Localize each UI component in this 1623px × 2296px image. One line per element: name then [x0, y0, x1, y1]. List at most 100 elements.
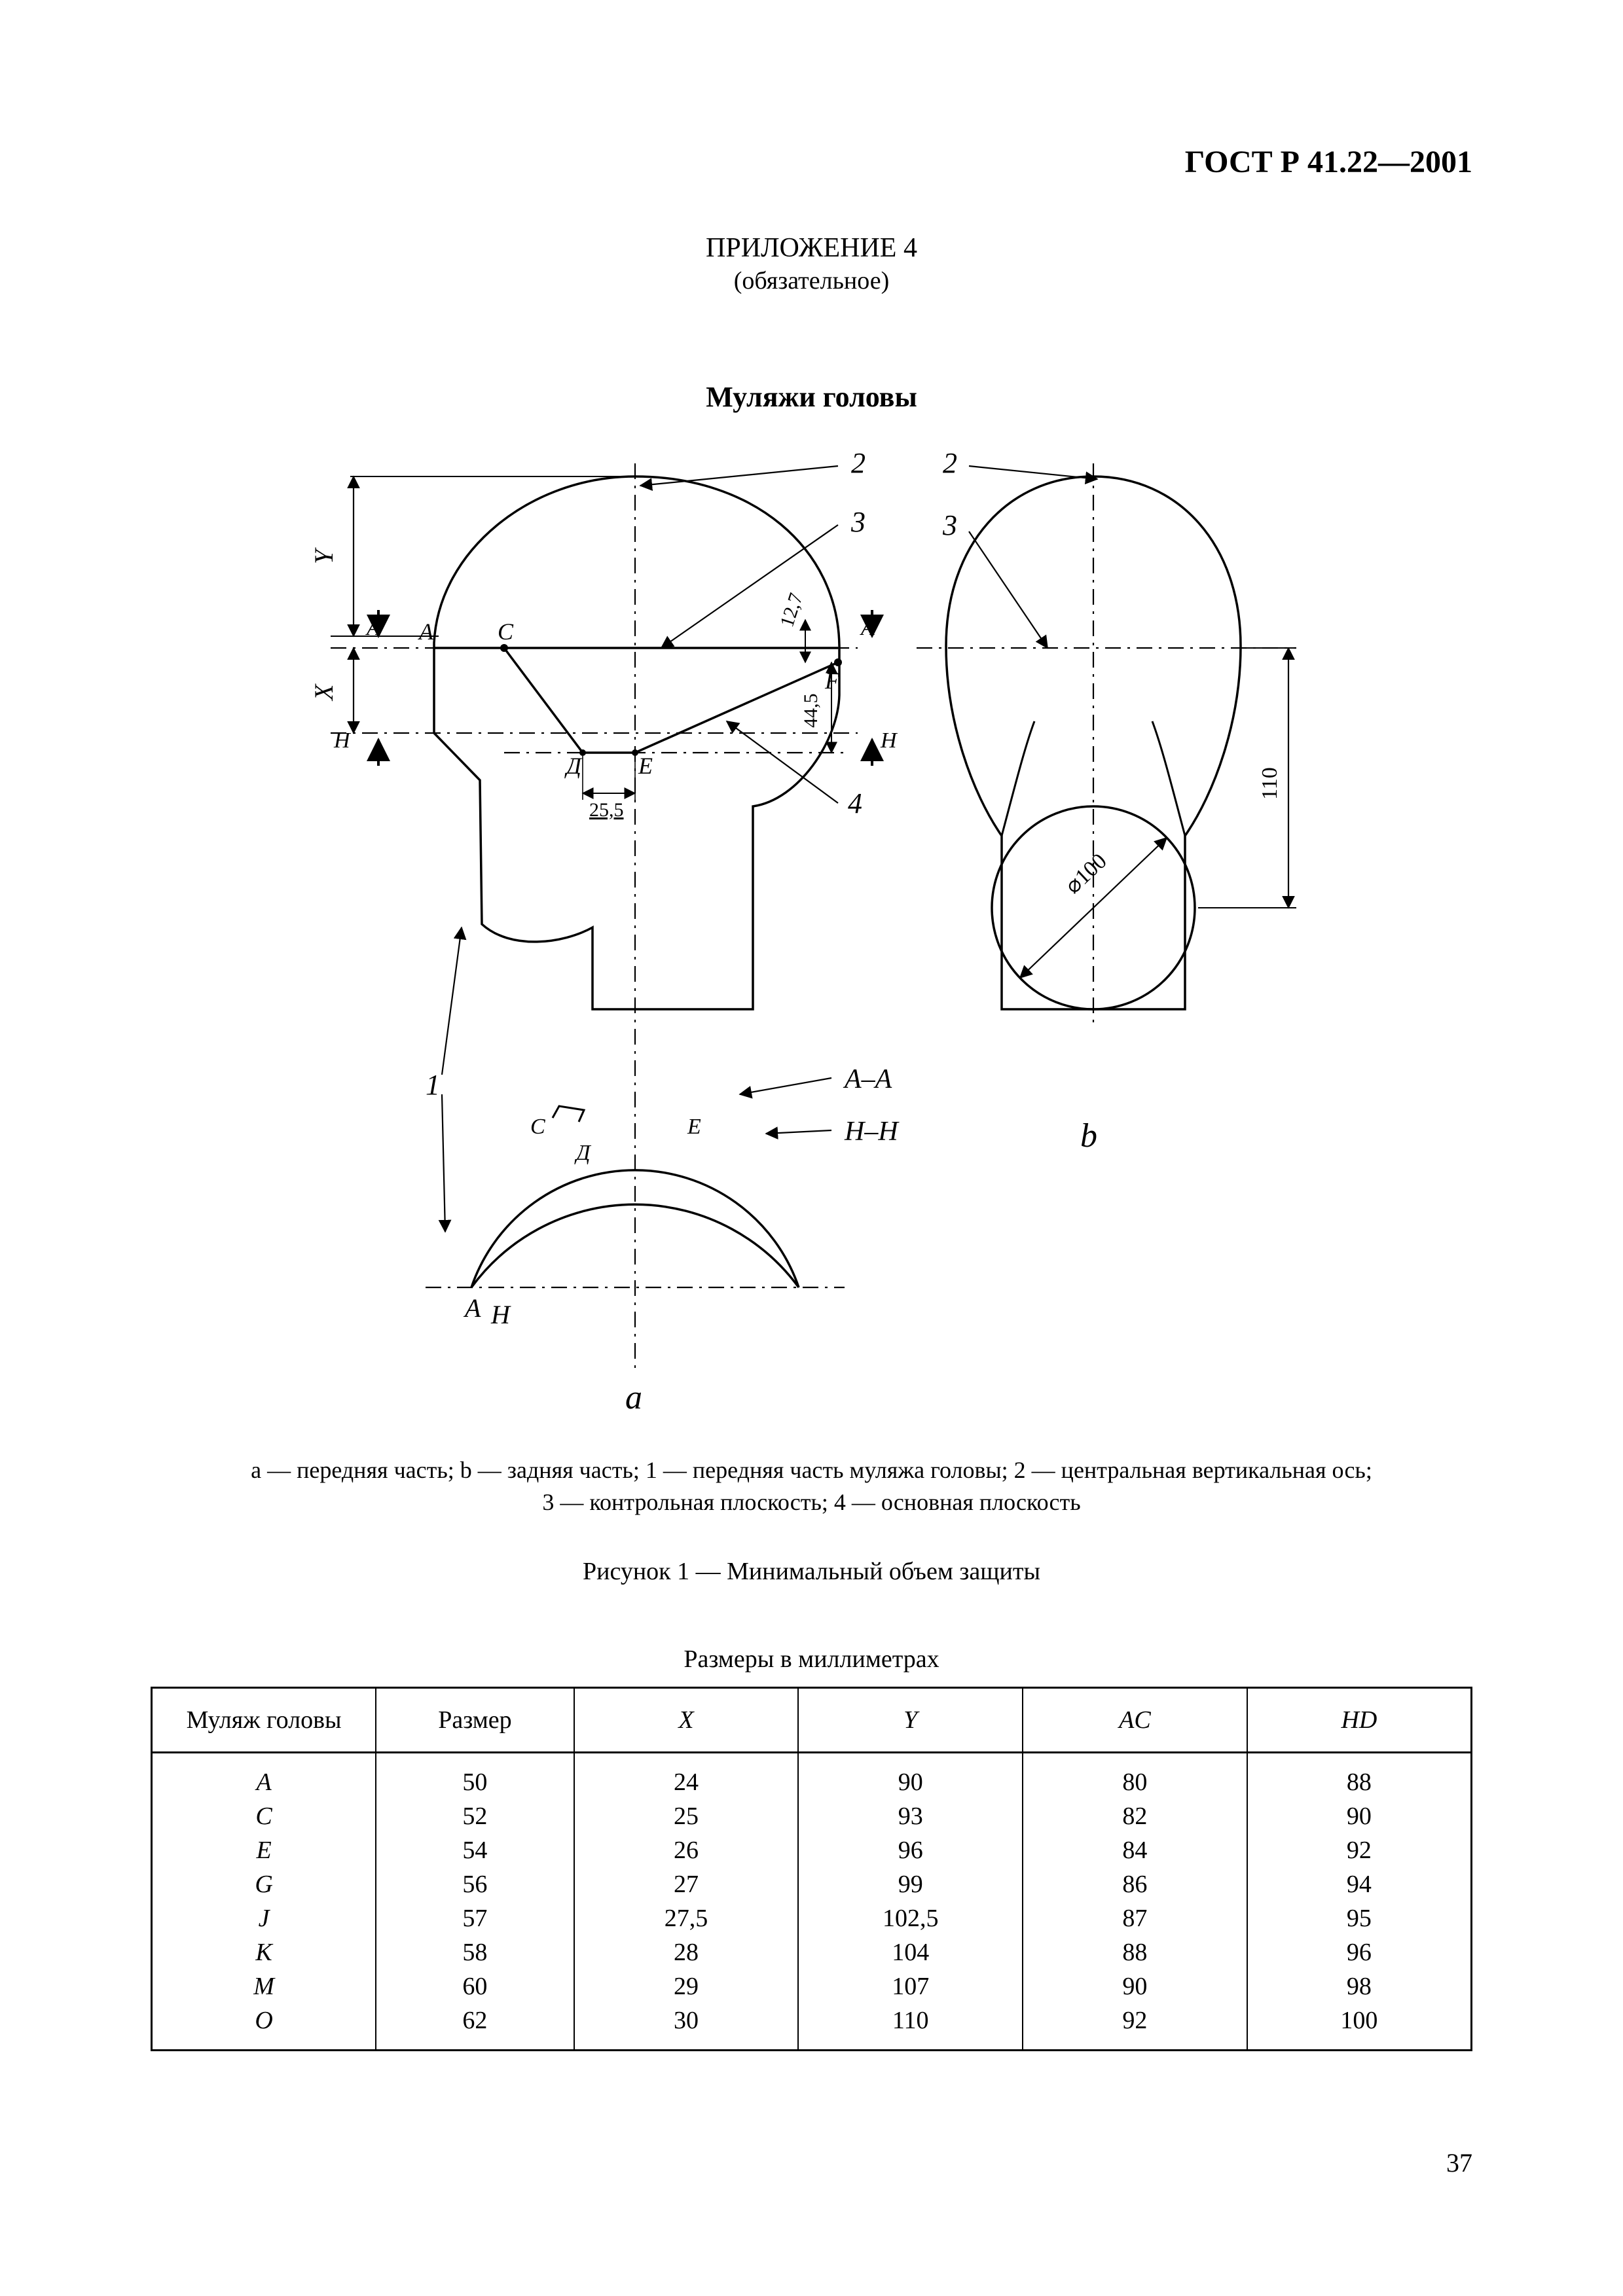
section-title: Муляжи головы	[151, 380, 1472, 414]
table-cell: 26	[574, 1833, 799, 1867]
callout-2b: 2	[943, 447, 957, 479]
table-row: E5426968492	[152, 1833, 1472, 1867]
table-cell: 25	[574, 1799, 799, 1833]
dim-110: 110	[1258, 767, 1282, 800]
table-cell: 56	[376, 1867, 574, 1901]
dim-X: X	[309, 683, 338, 702]
table-row: K58281048896	[152, 1935, 1472, 1969]
arc-E: E	[687, 1115, 701, 1139]
table-cell: 87	[1023, 1901, 1247, 1935]
table-cell: 88	[1023, 1935, 1247, 1969]
table-cell: 86	[1023, 1867, 1247, 1901]
callout-3a: 3	[850, 506, 866, 538]
view-a-label: a	[625, 1379, 642, 1416]
callout-2a: 2	[851, 447, 866, 479]
table-cell: 27,5	[574, 1901, 799, 1935]
table-cell: K	[152, 1935, 376, 1969]
table-cell: 102,5	[798, 1901, 1023, 1935]
table-cell: 29	[574, 1969, 799, 2003]
dim-12-7: 12,7	[776, 590, 807, 630]
table-cell: 88	[1247, 1753, 1472, 1800]
head-form-diagram: A C Д E F 2 3 4 1 Y	[268, 440, 1355, 1435]
dim-phi100: ⌀100	[1061, 849, 1112, 899]
column-header: HD	[1247, 1688, 1472, 1753]
label-D: Д	[564, 753, 583, 779]
table-row: G5627998694	[152, 1867, 1472, 1901]
table-heading: Размеры в миллиметрах	[151, 1645, 1472, 1674]
table-cell: 110	[798, 2003, 1023, 2051]
dimensions-table: Муляж головыРазмерXYACHD A5024908088C522…	[151, 1687, 1472, 2051]
dim-25-5: 25,5	[589, 799, 624, 821]
table-cell: O	[152, 2003, 376, 2051]
table-cell: 28	[574, 1935, 799, 1969]
figure-legend: a — передняя часть; b — задняя часть; 1 …	[151, 1454, 1472, 1518]
label-E: E	[638, 753, 653, 779]
table-cell: 90	[1247, 1799, 1472, 1833]
table-row: J5727,5102,58795	[152, 1901, 1472, 1935]
label-A: A	[418, 619, 434, 645]
table-header-row: Муляж головыРазмерXYACHD	[152, 1688, 1472, 1753]
table-cell: 95	[1247, 1901, 1472, 1935]
table-cell: C	[152, 1799, 376, 1833]
callout-1: 1	[426, 1069, 440, 1101]
column-header: X	[574, 1688, 799, 1753]
table-row: A5024908088	[152, 1753, 1472, 1800]
table-body: A5024908088C5225938290E5426968492G562799…	[152, 1753, 1472, 2051]
table-cell: 93	[798, 1799, 1023, 1833]
section-AA-label: A–A	[843, 1064, 892, 1094]
table-cell: 92	[1247, 1833, 1472, 1867]
table-cell: 57	[376, 1901, 574, 1935]
column-header: Муляж головы	[152, 1688, 376, 1753]
table-cell: 96	[1247, 1935, 1472, 1969]
table-cell: 96	[798, 1833, 1023, 1867]
page: ГОСТ Р 41.22—2001 ПРИЛОЖЕНИЕ 4 (обязател…	[0, 0, 1623, 2296]
label-lower-H: H	[490, 1300, 511, 1329]
view-b: 2 3 ⌀100 110 b	[917, 447, 1296, 1155]
table-cell: 27	[574, 1867, 799, 1901]
table-cell: M	[152, 1969, 376, 2003]
arc-C: C	[530, 1115, 545, 1139]
figure-caption: Рисунок 1 — Минимальный объем защиты	[151, 1557, 1472, 1586]
table-cell: 50	[376, 1753, 574, 1800]
arrow-H-right: H	[880, 728, 898, 753]
table-cell: 92	[1023, 2003, 1247, 2051]
table-cell: 98	[1247, 1969, 1472, 2003]
table-cell: 80	[1023, 1753, 1247, 1800]
table-cell: E	[152, 1833, 376, 1867]
table-cell: 60	[376, 1969, 574, 2003]
table-cell: 100	[1247, 2003, 1472, 2051]
arrow-H-left: H	[333, 728, 352, 753]
appendix-note: (обязательное)	[151, 266, 1472, 295]
view-a: A C Д E F 2 3 4 1 Y	[309, 447, 900, 1416]
arc-D: Д	[574, 1141, 592, 1165]
table-cell: 94	[1247, 1867, 1472, 1901]
table-cell: 30	[574, 2003, 799, 2051]
table-cell: 84	[1023, 1833, 1247, 1867]
table-cell: 104	[798, 1935, 1023, 1969]
table-cell: 52	[376, 1799, 574, 1833]
column-header: Размер	[376, 1688, 574, 1753]
column-header: Y	[798, 1688, 1023, 1753]
column-header: AC	[1023, 1688, 1247, 1753]
dim-Y: Y	[309, 547, 338, 564]
doc-code: ГОСТ Р 41.22—2001	[151, 144, 1472, 180]
table-cell: 58	[376, 1935, 574, 1969]
callout-3b: 3	[942, 509, 957, 541]
arrow-A-left-u: A	[365, 616, 380, 640]
table-row: C5225938290	[152, 1799, 1472, 1833]
legend-line1: a — передняя часть; b — задняя часть; 1 …	[251, 1457, 1372, 1483]
table-cell: 82	[1023, 1799, 1247, 1833]
table-cell: 90	[798, 1753, 1023, 1800]
view-b-label: b	[1080, 1117, 1097, 1155]
table-cell: A	[152, 1753, 376, 1800]
table-row: O623011092100	[152, 2003, 1472, 2051]
label-lower-A: A	[463, 1293, 481, 1323]
table-cell: 90	[1023, 1969, 1247, 2003]
table-cell: J	[152, 1901, 376, 1935]
label-C: C	[498, 619, 514, 645]
table-cell: G	[152, 1867, 376, 1901]
table-cell: 99	[798, 1867, 1023, 1901]
table-cell: 107	[798, 1969, 1023, 2003]
table-row: M60291079098	[152, 1969, 1472, 2003]
dim-44-5: 44,5	[800, 694, 822, 728]
